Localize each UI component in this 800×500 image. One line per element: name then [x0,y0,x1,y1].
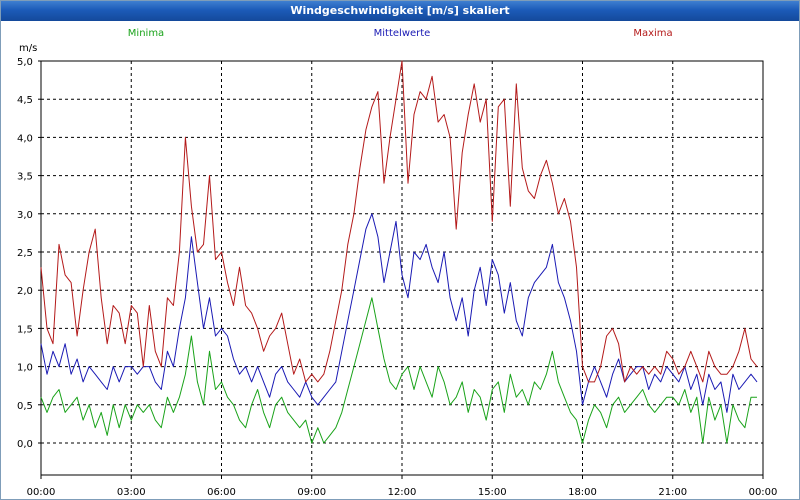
y-tick-label: 5,0 [17,57,33,68]
window-title: Windgeschwindigkeit [m/s] skaliert [1,1,799,21]
y-tick-label: 2,0 [17,286,33,297]
x-tick-time: 21:00 [658,487,687,498]
series-line-mittelwerte [40,213,758,413]
series-line-minima [40,297,757,444]
y-tick-label: 2,5 [17,248,33,259]
x-tick-time: 09:00 [297,487,326,498]
y-tick-label: 4,0 [17,133,33,144]
y-tick-label: 0,0 [17,439,33,450]
chart-labels: 0,00,51,01,52,02,53,03,54,04,55,000:0013… [17,28,778,498]
legend-entry-mittelwerte: Mittelwerte [374,28,431,39]
x-tick-time: 06:00 [207,487,236,498]
y-tick-label: 1,5 [17,324,33,335]
y-tick-label: 3,0 [17,210,33,221]
chart-series [40,60,758,444]
y-tick-label: 4,5 [17,95,33,106]
x-tick-time: 03:00 [117,487,146,498]
y-tick-label: 3,5 [17,172,33,183]
y-tick-label: 1,0 [17,363,33,374]
legend-entry-maxima: Maxima [633,28,672,39]
series-line-maxima [40,60,758,383]
wind-speed-chart: 0,00,51,01,52,02,53,03,54,04,55,000:0013… [17,28,778,498]
y-tick-label: 0,5 [17,401,33,412]
chart-axes [38,60,764,479]
y-axis-label: m/s [19,43,37,54]
x-tick-time: 00:00 [27,487,56,498]
x-tick-time: 00:00 [749,487,778,498]
x-tick-time: 12:00 [388,487,417,498]
x-tick-time: 15:00 [478,487,507,498]
legend-entry-minima: Minima [128,28,164,39]
x-tick-time: 18:00 [568,487,597,498]
